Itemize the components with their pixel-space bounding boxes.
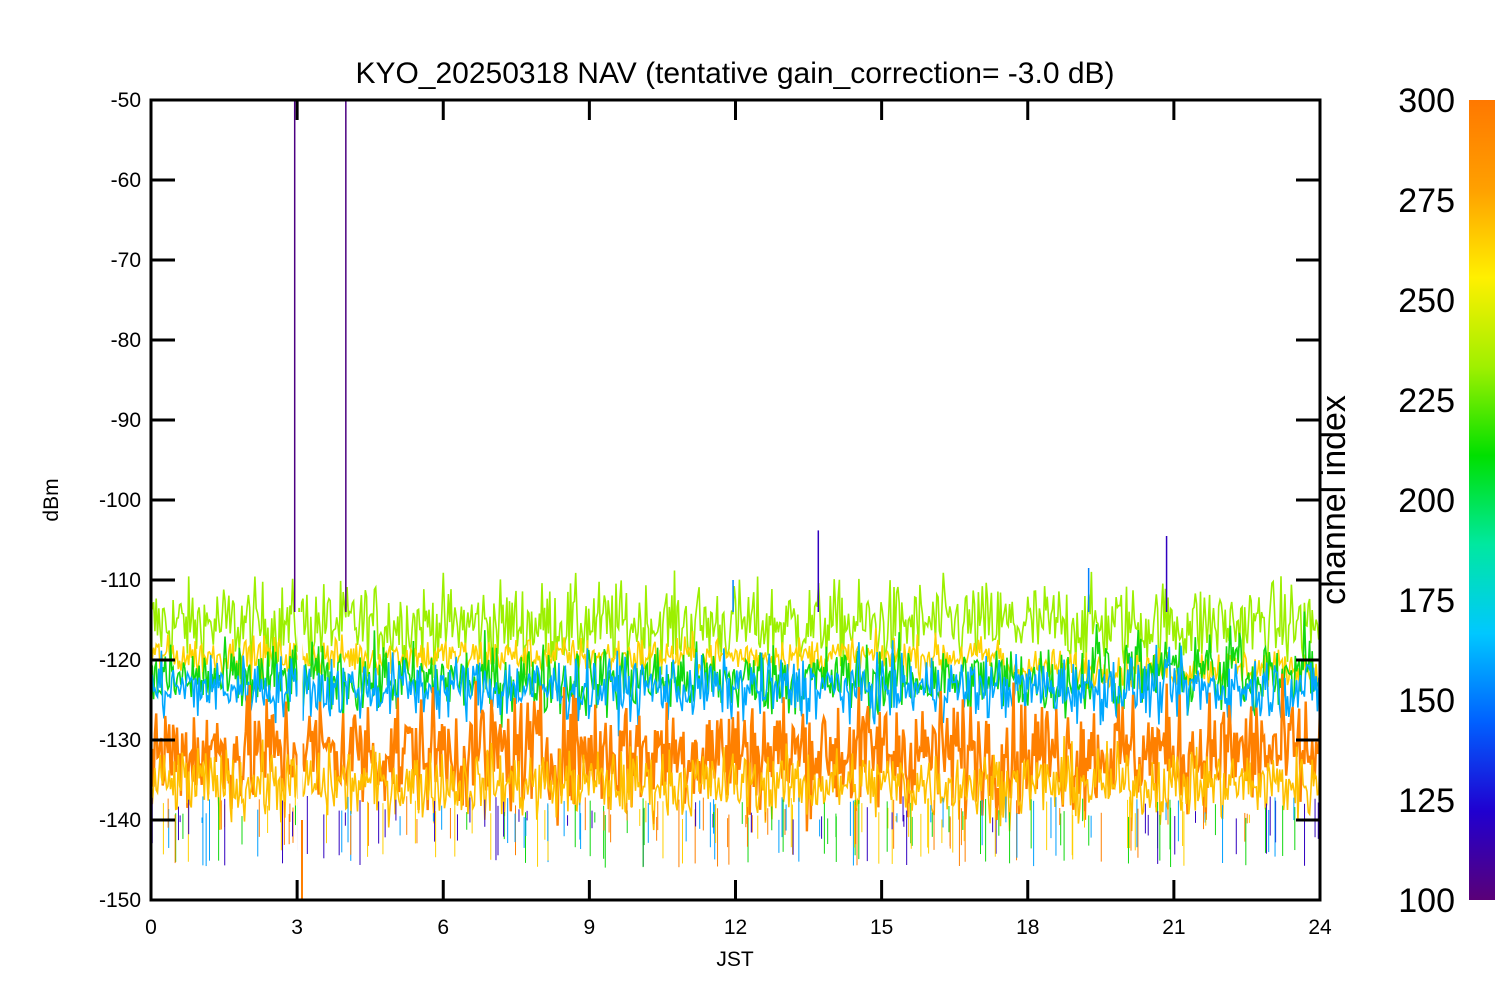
data-gap — [297, 612, 303, 900]
y-tick-label: -110 — [101, 569, 141, 592]
y-tick-label: -50 — [111, 89, 141, 112]
colorbar-tick-label: 125 — [1398, 782, 1455, 820]
colorbar-tick-label: 200 — [1398, 482, 1455, 520]
x-tick-label: 9 — [584, 916, 596, 939]
y-tick-label: -90 — [111, 409, 141, 432]
x-tick-label: 15 — [870, 916, 893, 939]
colorbar-tick-label: 100 — [1398, 882, 1455, 920]
x-axis-label: JST — [716, 948, 754, 971]
y-axis-label: dBm — [40, 478, 63, 521]
x-tick-label: 24 — [1308, 916, 1332, 939]
colorbar-tick-label: 300 — [1398, 82, 1455, 120]
x-tick-label: 12 — [724, 916, 747, 939]
plot-data-area — [151, 100, 1320, 900]
chart-title: KYO_20250318 NAV (tentative gain_correct… — [355, 57, 1114, 90]
x-tick-label: 6 — [437, 916, 449, 939]
x-tick-label: 0 — [145, 916, 157, 939]
colorbar-gradient — [1469, 100, 1495, 900]
y-tick-label: -130 — [99, 729, 141, 752]
colorbar-tick-label: 150 — [1398, 682, 1455, 720]
x-tick-label: 3 — [291, 916, 303, 939]
colorbar-label: channel index — [1315, 395, 1353, 605]
series-band-ch295 — [151, 673, 1320, 832]
y-axis: -50 -60 -70 -80 -90 -100 -110 -120 -130 -140 -150 — [99, 89, 1320, 912]
x-axis: 0 3 6 9 12 15 18 21 24 — [145, 100, 1332, 939]
y-tick-label: -150 — [99, 889, 141, 912]
colorbar-tick-label: 275 — [1398, 182, 1455, 220]
colorbar-tick-label: 175 — [1398, 582, 1455, 620]
x-tick-label: 21 — [1162, 916, 1185, 939]
series-band-ch285 — [151, 735, 1320, 832]
y-tick-label: -80 — [111, 329, 141, 352]
series-band-ch260 — [151, 570, 1320, 679]
colorbar-tick-label: 250 — [1398, 282, 1455, 320]
x-tick-label: 18 — [1016, 916, 1039, 939]
series-band-ch170 — [151, 640, 1320, 737]
colorbar: 300 275 250 225 200 175 150 125 100 — [1398, 82, 1495, 920]
y-tick-label: -100 — [99, 489, 141, 512]
y-tick-label: -70 — [111, 249, 141, 272]
y-tick-label: -60 — [111, 169, 141, 192]
colorbar-tick-label: 225 — [1398, 382, 1455, 420]
y-tick-label: -120 — [99, 649, 141, 672]
y-tick-label: -140 — [99, 809, 141, 832]
